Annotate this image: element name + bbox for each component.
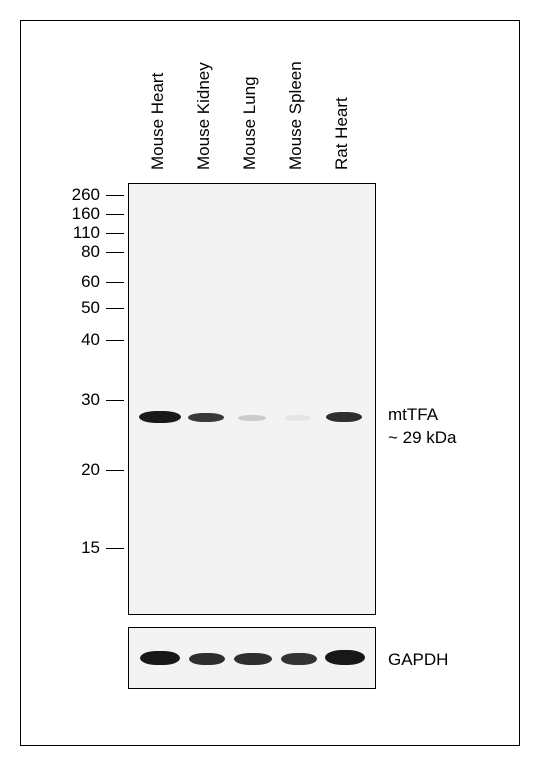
lane-label: Mouse Kidney	[194, 62, 214, 170]
band-gapdh-lane5	[325, 650, 365, 665]
mw-tick	[106, 214, 124, 215]
mw-marker: 30	[60, 390, 100, 410]
mw-tick	[106, 195, 124, 196]
mw-tick	[106, 340, 124, 341]
mw-tick	[106, 548, 124, 549]
band-mttfa-lane1	[139, 411, 181, 423]
lane-label: Mouse Lung	[240, 76, 260, 170]
band-mttfa-lane2	[188, 413, 224, 422]
gapdh-blot-membrane	[128, 627, 376, 689]
mw-marker: 15	[60, 538, 100, 558]
lane-label: Mouse Spleen	[286, 61, 306, 170]
band-mttfa-lane5	[326, 412, 362, 422]
mw-marker: 50	[60, 298, 100, 318]
target-label-mw: ~ 29 kDa	[388, 428, 457, 448]
lane-label: Rat Heart	[332, 97, 352, 170]
band-gapdh-lane3	[234, 653, 272, 665]
mw-marker: 160	[60, 204, 100, 224]
mw-marker: 40	[60, 330, 100, 350]
mw-tick	[106, 470, 124, 471]
target-label: mtTFA	[388, 405, 438, 425]
mw-marker: 260	[60, 185, 100, 205]
band-gapdh-lane4	[281, 653, 317, 665]
mw-marker: 110	[60, 223, 100, 243]
mw-tick	[106, 282, 124, 283]
mw-tick	[106, 400, 124, 401]
band-gapdh-lane2	[189, 653, 225, 665]
main-blot-membrane	[128, 183, 376, 615]
band-mttfa-lane3	[238, 415, 266, 421]
band-mttfa-lane4	[285, 415, 311, 421]
mw-marker: 60	[60, 272, 100, 292]
mw-tick	[106, 252, 124, 253]
lane-label: Mouse Heart	[148, 73, 168, 170]
gapdh-label: GAPDH	[388, 650, 448, 670]
mw-tick	[106, 233, 124, 234]
mw-tick	[106, 308, 124, 309]
mw-marker: 80	[60, 242, 100, 262]
band-gapdh-lane1	[140, 651, 180, 665]
mw-marker: 20	[60, 460, 100, 480]
